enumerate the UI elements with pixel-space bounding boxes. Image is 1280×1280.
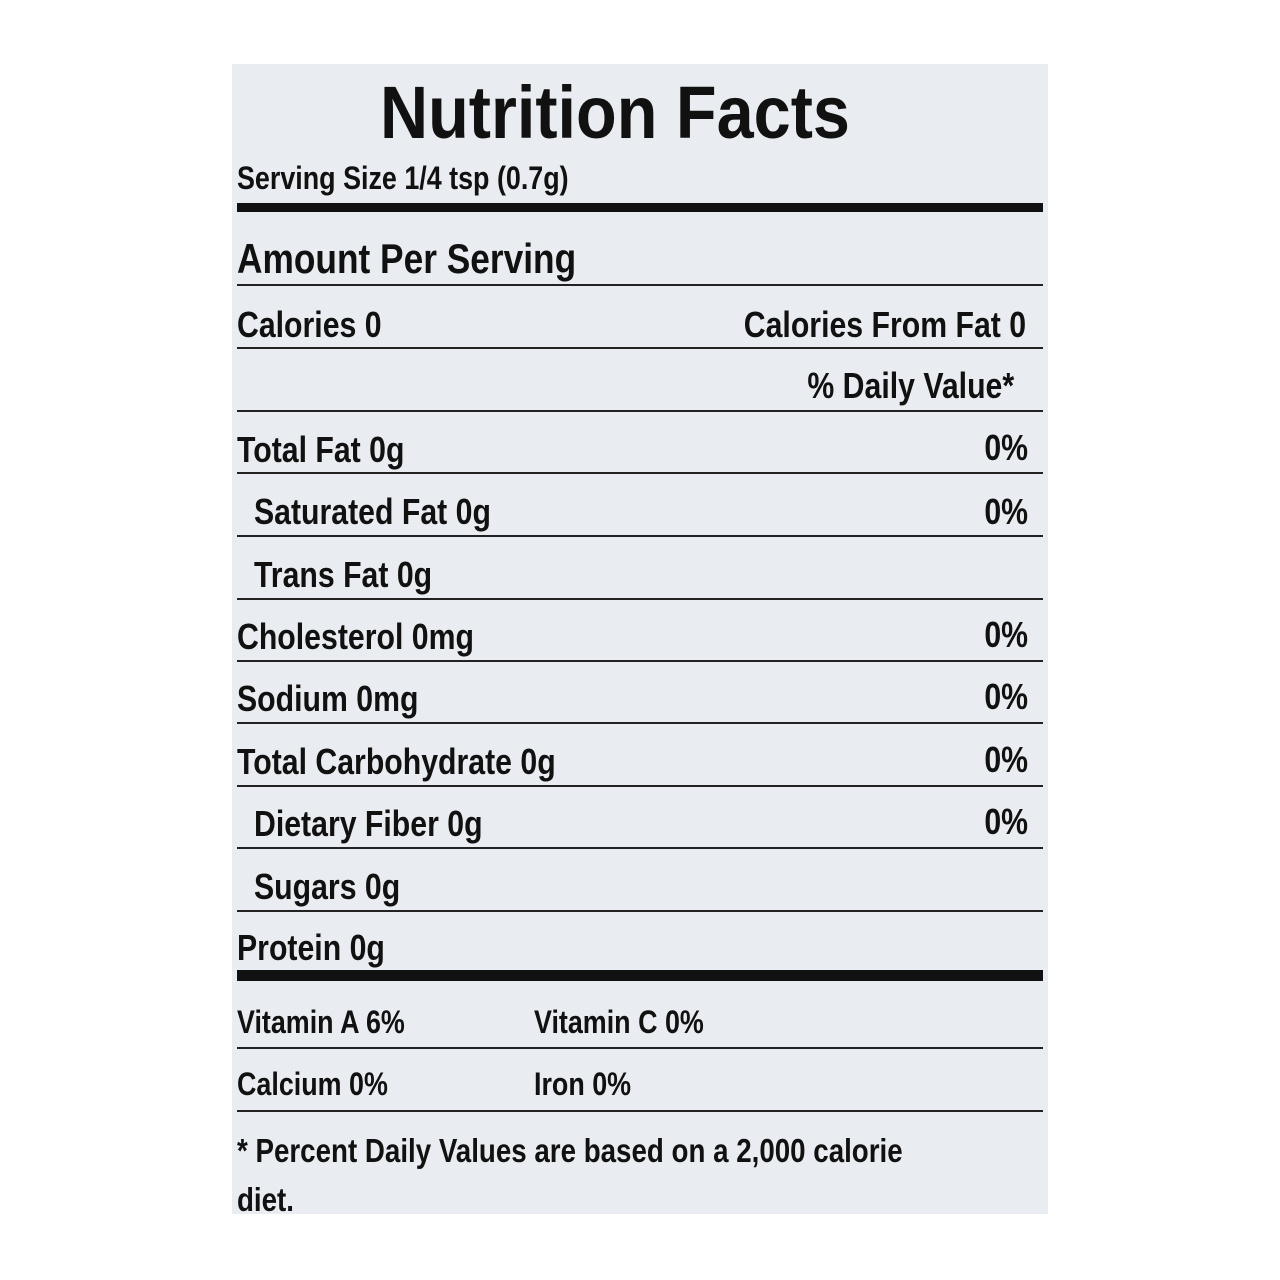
nutrient-dv: 0% [984,614,1028,655]
rule [237,472,1043,474]
nutrient-label: Total Fat 0g [237,429,405,470]
rule [237,1047,1043,1049]
rule [237,284,1043,286]
title: Nutrition Facts [380,71,850,154]
thick-rule [237,970,1043,981]
amount-header: Amount Per Serving [237,235,577,282]
rule [237,722,1043,724]
vitamin: Vitamin C 0% [534,1004,704,1040]
vitamin: Iron 0% [534,1066,632,1102]
vitamin: Vitamin A 6% [237,1004,405,1040]
serving-size: Serving Size 1/4 tsp (0.7g) [237,160,569,196]
calories-from-fat: Calories From Fat 0 [743,304,1026,345]
nutrition-label: Nutrition Facts Serving Size 1/4 tsp (0.… [232,64,1048,1218]
nutrient-dv: 0% [984,676,1028,717]
rule [237,660,1043,662]
nutrient-label: Cholesterol 0mg [237,616,474,657]
rule [237,910,1043,912]
rule [237,410,1043,412]
thick-rule [237,203,1043,212]
nutrient-label: Trans Fat 0g [254,554,433,595]
nutrient-label: Protein 0g [237,927,385,968]
nutrient-label: Saturated Fat 0g [254,491,491,532]
vitamin: Calcium 0% [237,1066,388,1102]
rule [237,598,1043,600]
nutrient-label: Dietary Fiber 0g [254,803,483,844]
nutrient-label: Sugars 0g [254,866,401,907]
nutrient-dv: 0% [984,739,1028,780]
daily-value-header: % Daily Value* [807,365,1014,406]
calories: Calories 0 [237,304,382,345]
rule [237,785,1043,787]
nutrient-dv: 0% [984,801,1028,842]
nutrient-label: Total Carbohydrate 0g [237,741,556,782]
rule [237,1110,1043,1112]
rule [237,847,1043,849]
rule [237,535,1043,537]
nutrient-dv: 0% [984,491,1028,532]
footnote: * Percent Daily Values are based on a 2,… [237,1132,903,1218]
nutrient-dv: 0% [984,427,1028,468]
rule [237,347,1043,349]
nutrient-label: Sodium 0mg [237,678,419,719]
